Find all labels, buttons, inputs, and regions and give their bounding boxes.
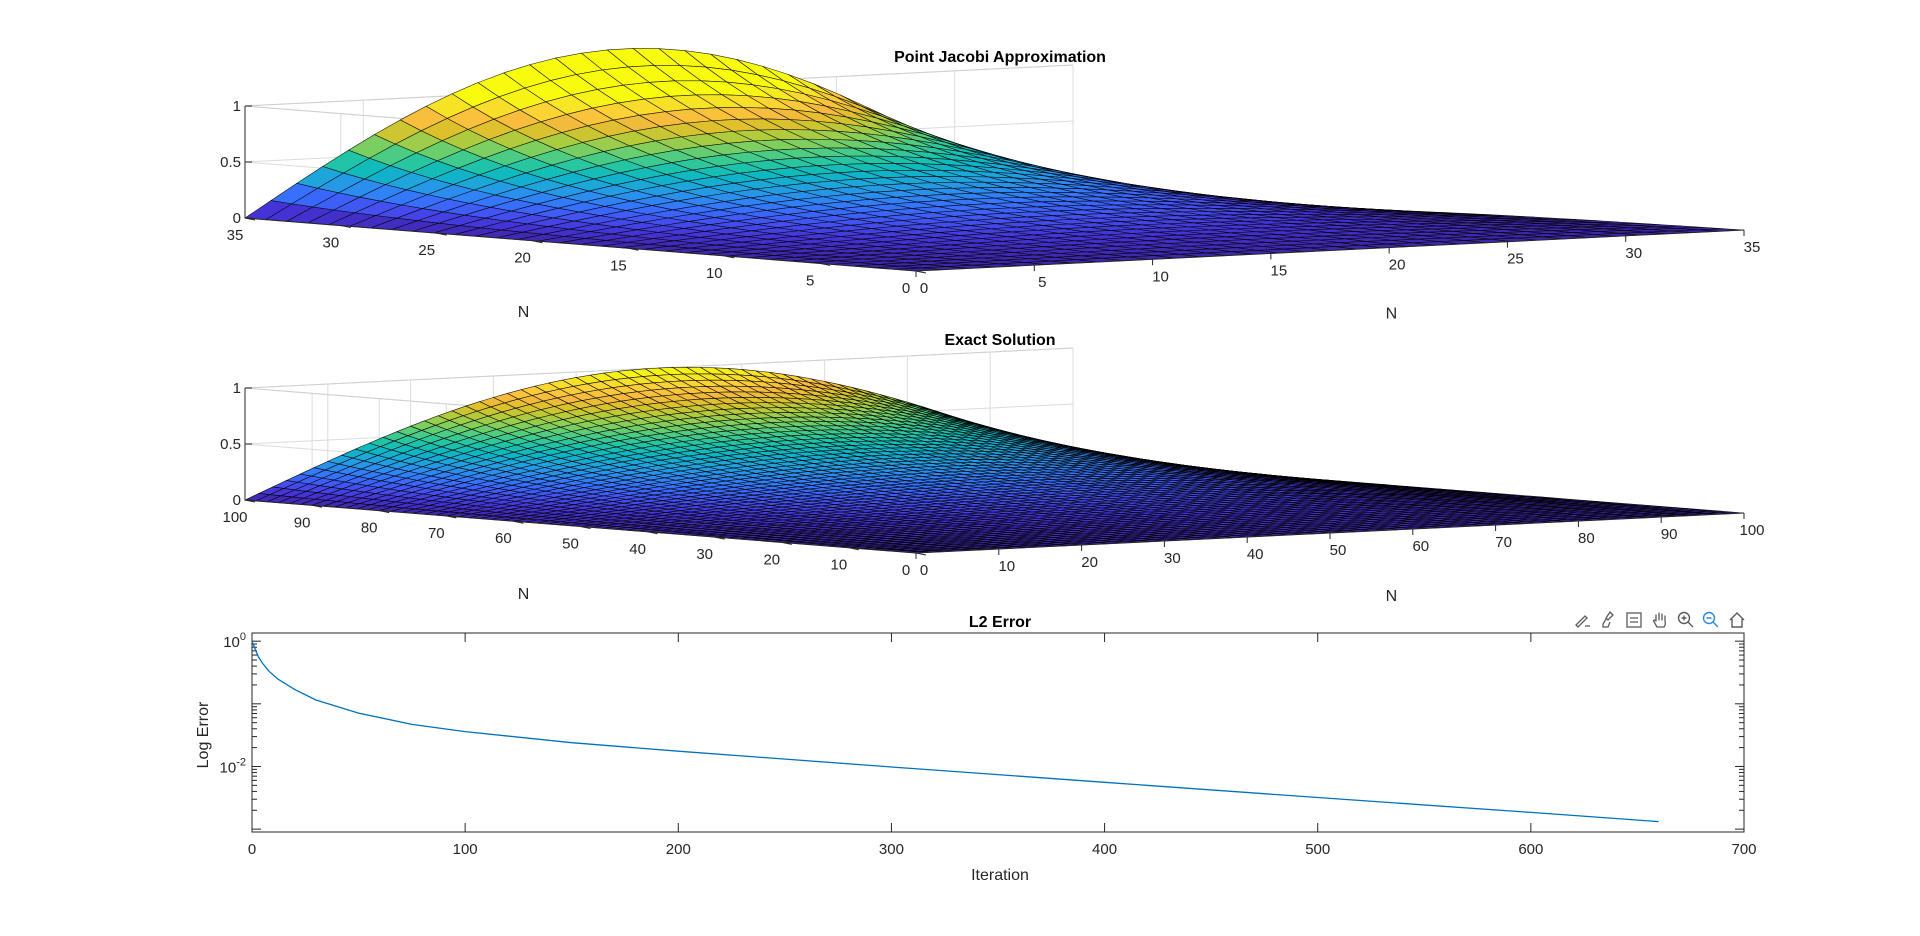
data-tips-button[interactable] [1623, 609, 1645, 631]
y-tick-label: 10 [706, 265, 723, 282]
z-tick-label: 0 [233, 492, 241, 509]
x-tick-label: 400 [1092, 841, 1117, 858]
x-tick-label: 80 [1578, 530, 1595, 547]
x-tick-label: 10 [998, 558, 1015, 575]
surface-plot-exact[interactable]: Exact Solution 0 10 20 30 40 50 60 70 80 90 100010… [220, 332, 1764, 605]
axes-toolbar [1572, 608, 1748, 632]
zoom-in-button[interactable] [1675, 609, 1697, 631]
y-axis-label: N [518, 304, 530, 321]
x-tick-label: 5 [1038, 274, 1046, 291]
y-tick-label: 60 [495, 530, 512, 547]
y-tick-label: 30 [323, 235, 340, 252]
home-button[interactable] [1726, 609, 1748, 631]
x-tick-label: 30 [1164, 550, 1181, 567]
y-tick-label: 80 [361, 520, 378, 537]
x-tick-label: 500 [1305, 841, 1330, 858]
x-tick-label: 0 [920, 562, 928, 579]
x-tick-label: 0 [920, 280, 928, 297]
y-tick-label: 35 [227, 227, 244, 244]
x-axis-label: N [1386, 305, 1398, 322]
x-tick-label: 35 [1744, 239, 1761, 256]
y-tick-label: 0 [902, 562, 910, 579]
pan-button[interactable] [1649, 609, 1671, 631]
x-tick-label: 700 [1731, 841, 1756, 858]
y-tick-label: 100 [222, 509, 247, 526]
x-tick-label: 600 [1518, 841, 1543, 858]
y-tick-label: 10-2 [220, 756, 246, 776]
x-tick-label: 60 [1412, 538, 1429, 555]
y-tick-label: 70 [428, 525, 445, 542]
zoom-out-button[interactable] [1700, 609, 1722, 631]
surface-mesh [244, 48, 1745, 272]
home-icon [1729, 612, 1745, 628]
edit-plot-button[interactable] [1572, 609, 1594, 631]
x-tick-label: 300 [879, 841, 904, 858]
z-tick-label: 1 [233, 380, 241, 397]
plot3-xlabel: Iteration [971, 867, 1029, 884]
x-tick-label: 15 [1271, 262, 1288, 279]
surface-mesh [243, 366, 1745, 554]
x-tick-label: 70 [1495, 534, 1512, 551]
y-tick-label: 0 [902, 280, 910, 297]
x-tick-label: 0 [248, 841, 256, 858]
x-tick-label: 90 [1661, 526, 1678, 543]
y-tick-label: 50 [562, 536, 579, 553]
z-tick-label: 0.5 [220, 154, 241, 171]
z-tick-label: 0 [233, 210, 241, 227]
x-tick-label: 100 [1739, 522, 1764, 539]
y-tick [915, 270, 927, 274]
plot2-title: Exact Solution [944, 332, 1055, 349]
line-plot-l2-error[interactable]: L2 Error Iteration Log Error 0 100 200 300 4… [195, 614, 1757, 884]
y-tick-label: 5 [806, 272, 814, 289]
y-tick-label: 10 [831, 557, 848, 574]
plot1-title: Point Jacobi Approximation [894, 49, 1106, 66]
y-tick [915, 552, 927, 556]
brush-button[interactable] [1598, 609, 1620, 631]
x-tick-label: 20 [1389, 257, 1406, 274]
surface-plot-jacobi[interactable]: Point Jacobi Approximation 0 5 10 15 20 25 30 3… [220, 48, 1760, 322]
data-tips-icon [1626, 612, 1642, 628]
x-tick-label: 25 [1507, 251, 1524, 268]
x-tick-label: 30 [1625, 245, 1642, 262]
edit-plot-icon [1575, 615, 1590, 628]
x-tick-label: 20 [1081, 554, 1098, 571]
y-tick-label: 15 [610, 257, 627, 274]
zoom-out-icon [1703, 611, 1719, 628]
pan-icon [1652, 612, 1666, 628]
axes-2d: 0 100 200 300 400 500 600 700 100 10-2 [220, 631, 1757, 858]
y-tick-label: 100 [223, 631, 246, 651]
x-tick-label: 40 [1247, 546, 1264, 563]
x-tick-label: 10 [1152, 268, 1169, 285]
x-tick-label: 100 [453, 841, 478, 858]
z-tick-label: 1 [233, 98, 241, 115]
plot3-title: L2 Error [969, 614, 1031, 631]
y-tick-label: 30 [696, 546, 713, 563]
x-tick-label: 50 [1330, 542, 1347, 559]
y-tick-label: 20 [763, 551, 780, 568]
y-axis-label: N [518, 586, 530, 603]
brush-icon [1602, 610, 1614, 628]
y-tick-label: 90 [294, 514, 311, 531]
x-tick-label: 200 [666, 841, 691, 858]
zoom-in-icon [1677, 611, 1694, 628]
z-tick-label: 0.5 [220, 436, 241, 453]
plot3-ylabel: Log Error [195, 701, 212, 768]
y-tick-label: 25 [418, 242, 435, 259]
y-tick-label: 40 [629, 541, 646, 558]
y-tick-label: 20 [514, 250, 531, 267]
x-axis-label: N [1386, 588, 1398, 605]
